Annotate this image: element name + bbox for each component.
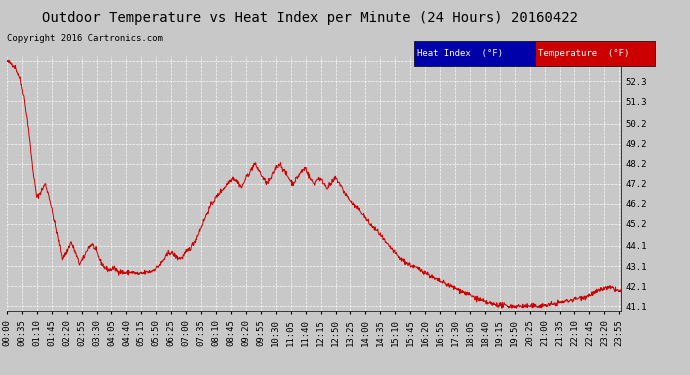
Text: Heat Index  (°F): Heat Index (°F) (417, 49, 504, 58)
Text: Copyright 2016 Cartronics.com: Copyright 2016 Cartronics.com (7, 34, 163, 43)
Text: Outdoor Temperature vs Heat Index per Minute (24 Hours) 20160422: Outdoor Temperature vs Heat Index per Mi… (43, 11, 578, 25)
Text: Temperature  (°F): Temperature (°F) (538, 49, 629, 58)
